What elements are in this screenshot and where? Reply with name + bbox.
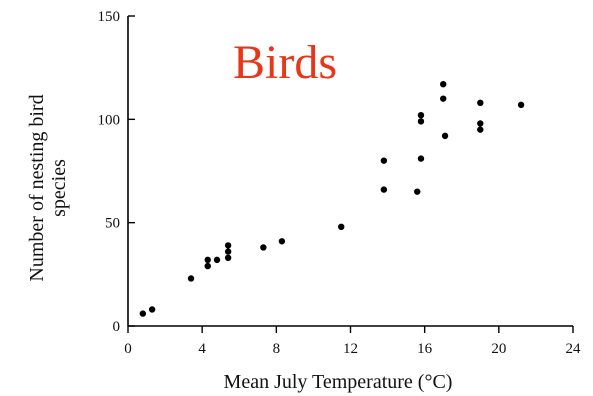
data-point [440, 81, 447, 88]
data-point [224, 242, 232, 249]
y-tick-label: 100 [98, 112, 121, 128]
x-tick-label: 24 [566, 341, 582, 357]
data-point [380, 157, 388, 164]
data-point [204, 256, 211, 264]
x-tick-label: 0 [124, 341, 132, 357]
y-axis-title-group: Number of nesting bird species [26, 94, 70, 281]
data-point [417, 112, 425, 119]
data-point [517, 101, 525, 109]
data-point [139, 310, 147, 317]
y-axis-title-line-2: species [48, 159, 70, 217]
y-tick-label: 0 [113, 319, 121, 335]
data-point [477, 126, 484, 133]
x-tick-label: 4 [198, 341, 206, 357]
data-point [417, 155, 425, 162]
data-point [224, 254, 232, 261]
x-tick-label: 20 [491, 341, 506, 357]
data-point [440, 95, 447, 102]
x-tick-label: 16 [417, 341, 433, 357]
axes [127, 16, 573, 327]
y-axis-title-line-1: Number of nesting bird [26, 94, 48, 281]
data-point [417, 118, 425, 125]
data-point [380, 186, 388, 193]
y-tick-label: 150 [98, 9, 121, 25]
x-axis-title: Mean July Temperature (°C) [224, 371, 453, 393]
data-point [260, 244, 267, 251]
data-point [148, 306, 156, 313]
y-tick-label: 50 [105, 216, 120, 232]
x-tick-label: 12 [343, 341, 358, 357]
data-point [224, 248, 232, 255]
data-point [477, 120, 484, 127]
chart-annotation: Birds [233, 36, 337, 89]
x-tick-label: 8 [273, 341, 281, 357]
data-point [477, 99, 484, 107]
data-point [278, 238, 286, 245]
data-point [204, 262, 211, 270]
data-point [187, 275, 195, 282]
data-point [213, 256, 221, 264]
data-point [441, 132, 449, 140]
data-point [338, 223, 345, 230]
ticks: 0 4 8 12 16 20 24 0 50 100 150 [98, 9, 582, 357]
data-points [139, 81, 525, 317]
data-point [414, 188, 421, 195]
